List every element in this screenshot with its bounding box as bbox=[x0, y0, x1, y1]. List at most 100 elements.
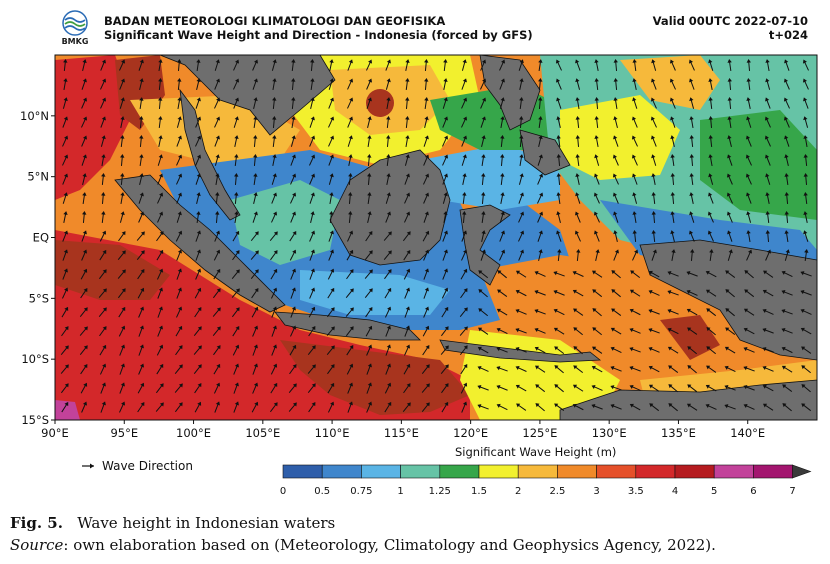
direction-arrow bbox=[157, 192, 164, 204]
direction-arrow bbox=[461, 230, 467, 242]
direction-arrow bbox=[762, 384, 774, 392]
direction-arrow bbox=[271, 344, 277, 356]
direction-arrow bbox=[629, 366, 641, 372]
direction-arrow bbox=[743, 327, 755, 335]
direction-arrow bbox=[573, 327, 583, 336]
direction-arrow bbox=[328, 249, 334, 261]
direction-arrow bbox=[727, 154, 733, 166]
direction-arrow bbox=[364, 269, 373, 279]
direction-arrow bbox=[157, 154, 163, 166]
direction-arrow bbox=[348, 154, 353, 166]
direction-arrow bbox=[706, 346, 716, 355]
direction-arrow bbox=[176, 173, 183, 185]
direction-arrow bbox=[538, 59, 543, 72]
direction-arrow bbox=[686, 271, 698, 277]
direction-arrow bbox=[271, 211, 278, 223]
colorbar-segment bbox=[674, 464, 715, 479]
direction-arrow bbox=[307, 364, 316, 374]
direction-arrow bbox=[496, 347, 508, 353]
direction-arrow bbox=[519, 116, 524, 129]
direction-arrow bbox=[139, 173, 144, 185]
direction-arrow bbox=[232, 230, 240, 242]
direction-arrow bbox=[765, 211, 770, 224]
direction-arrow bbox=[61, 306, 69, 318]
direction-arrow bbox=[534, 327, 546, 334]
direction-arrow bbox=[461, 59, 467, 71]
direction-arrow bbox=[405, 59, 410, 71]
direction-arrow bbox=[708, 173, 714, 185]
direction-arrow bbox=[404, 211, 411, 223]
direction-arrow bbox=[233, 116, 239, 128]
x-tick-label: 105°E bbox=[245, 426, 280, 440]
direction-arrow bbox=[194, 401, 202, 413]
direction-arrow bbox=[686, 308, 698, 316]
direction-arrow bbox=[535, 403, 545, 412]
direction-arrow bbox=[175, 325, 183, 337]
direction-arrow bbox=[385, 59, 391, 71]
direction-arrow bbox=[572, 270, 584, 277]
direction-arrow bbox=[291, 59, 296, 72]
x-tick-label: 135°E bbox=[661, 426, 696, 440]
direction-arrow bbox=[270, 268, 278, 280]
direction-arrow bbox=[705, 289, 717, 297]
colorbar-segment bbox=[361, 464, 401, 479]
direction-arrow bbox=[81, 116, 88, 128]
direction-arrow bbox=[118, 306, 126, 318]
direction-arrow bbox=[157, 306, 163, 318]
direction-arrow bbox=[347, 135, 353, 147]
direction-arrow bbox=[139, 135, 144, 148]
direction-arrow bbox=[781, 346, 793, 354]
direction-arrow bbox=[79, 345, 88, 356]
direction-arrow bbox=[138, 306, 145, 318]
direction-arrow bbox=[327, 287, 335, 299]
direction-arrow bbox=[367, 154, 372, 167]
direction-arrow bbox=[421, 402, 430, 412]
direction-arrow bbox=[234, 173, 239, 186]
direction-arrow bbox=[193, 326, 202, 337]
direction-arrow bbox=[534, 309, 546, 315]
direction-arrow bbox=[461, 97, 468, 109]
direction-arrow bbox=[253, 173, 258, 186]
direction-arrow bbox=[193, 345, 202, 355]
direction-arrow bbox=[270, 382, 278, 394]
direction-arrow bbox=[516, 403, 527, 411]
direction-arrow bbox=[784, 230, 789, 243]
direction-arrow bbox=[347, 230, 354, 242]
region-lightblue-sulawesi bbox=[420, 145, 560, 210]
direction-arrow bbox=[500, 135, 505, 148]
direction-arrow bbox=[62, 154, 69, 166]
direction-arrow bbox=[290, 325, 297, 337]
direction-arrow bbox=[252, 363, 258, 375]
direction-arrow bbox=[404, 173, 410, 185]
direction-arrow bbox=[649, 403, 660, 412]
direction-arrow bbox=[119, 344, 125, 356]
direction-arrow bbox=[81, 401, 88, 413]
direction-arrow bbox=[405, 135, 410, 147]
direction-arrow bbox=[515, 328, 527, 334]
direction-arrow bbox=[515, 384, 527, 392]
direction-arrow bbox=[632, 211, 637, 223]
direction-arrow bbox=[291, 78, 296, 91]
direction-arrow bbox=[195, 135, 202, 147]
direction-arrow bbox=[252, 325, 259, 337]
direction-arrow bbox=[670, 135, 675, 147]
direction-arrow bbox=[629, 403, 641, 411]
direction-arrow bbox=[386, 116, 391, 129]
direction-arrow bbox=[252, 59, 259, 71]
direction-arrow bbox=[137, 402, 145, 413]
direction-arrow bbox=[215, 173, 220, 185]
direction-arrow bbox=[724, 385, 736, 391]
direction-arrow bbox=[440, 326, 449, 337]
direction-arrow bbox=[253, 135, 258, 148]
direction-arrow bbox=[367, 135, 372, 148]
direction-arrow bbox=[726, 211, 733, 223]
region-lightblue-java bbox=[300, 270, 450, 315]
direction-arrow bbox=[802, 78, 809, 90]
direction-arrow bbox=[610, 327, 622, 335]
direction-arrow bbox=[196, 59, 201, 72]
direction-arrow bbox=[803, 116, 809, 128]
direction-arrow bbox=[101, 154, 106, 166]
direction-arrow bbox=[81, 135, 88, 147]
direction-arrow bbox=[706, 308, 717, 317]
